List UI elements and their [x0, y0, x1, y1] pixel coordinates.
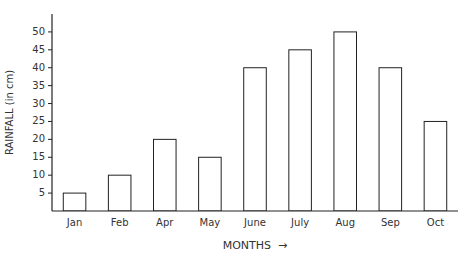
y-tick	[48, 103, 52, 104]
y-tick-label: 20	[32, 133, 45, 144]
y-axis-label: RAINFALL (in cm)	[4, 70, 15, 155]
x-tick-label: Apr	[156, 217, 174, 228]
y-tick	[48, 193, 52, 194]
x-tick-label: Aug	[335, 217, 355, 228]
y-tick-label: 40	[32, 62, 45, 73]
y-tick-label: 30	[32, 98, 45, 109]
y-tick	[48, 121, 52, 122]
bar	[63, 193, 86, 211]
chart: 5 10 15 20 25 30 35 40 45 50 Jan Feb Apr May June July A…	[0, 0, 474, 257]
bar	[289, 50, 312, 211]
bar	[424, 121, 447, 211]
chart-container: 5 10 15 20 25 30 35 40 45 50 Jan Feb Apr May June July A…	[0, 0, 474, 257]
y-tick-label: 5	[39, 187, 45, 198]
y-tick	[48, 85, 52, 86]
bar	[108, 175, 131, 211]
x-axis-line	[52, 210, 458, 211]
y-tick-label: 45	[32, 44, 45, 55]
bar	[379, 68, 402, 211]
axes: 5 10 15 20 25 30 35 40 45 50 Jan Feb Apr May June July A…	[32, 14, 458, 228]
bars	[63, 32, 446, 211]
x-axis-label: MONTHS →	[223, 239, 288, 252]
bar	[244, 68, 267, 211]
x-tick-label: Oct	[427, 217, 444, 228]
bar	[154, 139, 177, 211]
bar	[334, 32, 357, 211]
y-tick	[48, 67, 52, 68]
y-tick-label: 50	[32, 26, 45, 37]
y-tick-label: 10	[32, 169, 45, 180]
y-tick	[48, 31, 52, 32]
x-tick-label: Sep	[381, 217, 400, 228]
x-tick-label: July	[290, 217, 309, 228]
bar	[199, 157, 222, 211]
y-tick-label: 25	[32, 115, 45, 126]
y-tick-label: 15	[32, 151, 45, 162]
x-tick-label: Feb	[111, 217, 129, 228]
y-tick	[48, 49, 52, 50]
y-tick	[48, 175, 52, 176]
y-tick	[48, 157, 52, 158]
y-axis-line	[51, 14, 52, 211]
x-tick-label: May	[200, 217, 221, 228]
x-tick-label: Jan	[66, 217, 82, 228]
y-tick-label: 35	[32, 80, 45, 91]
x-tick-label: June	[243, 217, 266, 228]
y-tick	[48, 139, 52, 140]
